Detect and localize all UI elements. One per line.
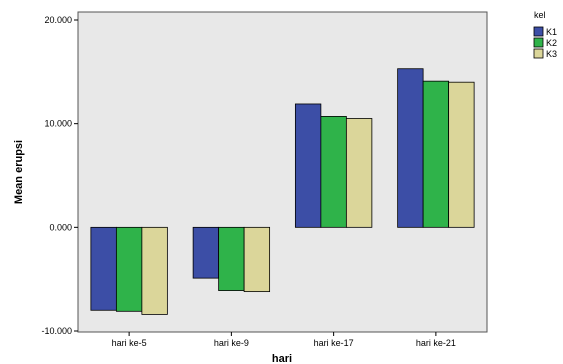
legend-title: kel: [534, 10, 546, 20]
bars: [90, 68, 475, 315]
y-axis: -10.000 0.000 10.000 20.000: [41, 15, 78, 336]
x-tick-label: hari ke-17: [314, 338, 354, 348]
y-tick-label: 0.000: [49, 222, 72, 232]
bar-k2-4: [422, 80, 450, 228]
y-tick-label: -10.000: [41, 326, 72, 336]
bar-k3-3: [345, 118, 373, 228]
bar-k1-1: [90, 226, 117, 311]
bar-k2-3: [320, 116, 347, 228]
bar-k1-4: [397, 68, 424, 228]
x-axis: hari ke-5 hari ke-9 hari ke-17 hari ke-21: [112, 332, 456, 348]
bar-k3-2: [243, 226, 271, 293]
x-tick-label: hari ke-9: [214, 338, 249, 348]
bar-k3-4: [448, 81, 475, 228]
legend-label-k1: K1: [546, 27, 557, 37]
bar-k2-2: [218, 226, 245, 291]
legend-swatch-k1: [533, 26, 544, 37]
x-axis-title: hari: [272, 353, 292, 364]
bar-k2-1: [115, 226, 143, 312]
legend-label-k2: K2: [546, 38, 557, 48]
legend-swatch-k2: [533, 37, 544, 48]
legend-label-k3: K3: [546, 49, 557, 59]
x-tick-label: hari ke-5: [112, 338, 147, 348]
y-tick-label: 20.000: [44, 15, 72, 25]
x-tick-label: hari ke-21: [416, 338, 456, 348]
bar-k1-2: [192, 226, 220, 279]
y-tick-label: 10.000: [44, 119, 72, 129]
bar-k1-3: [294, 103, 322, 228]
bar-k3-1: [141, 226, 168, 315]
legend-swatch-k3: [533, 48, 544, 59]
y-axis-title: Mean erupsi: [13, 140, 25, 204]
